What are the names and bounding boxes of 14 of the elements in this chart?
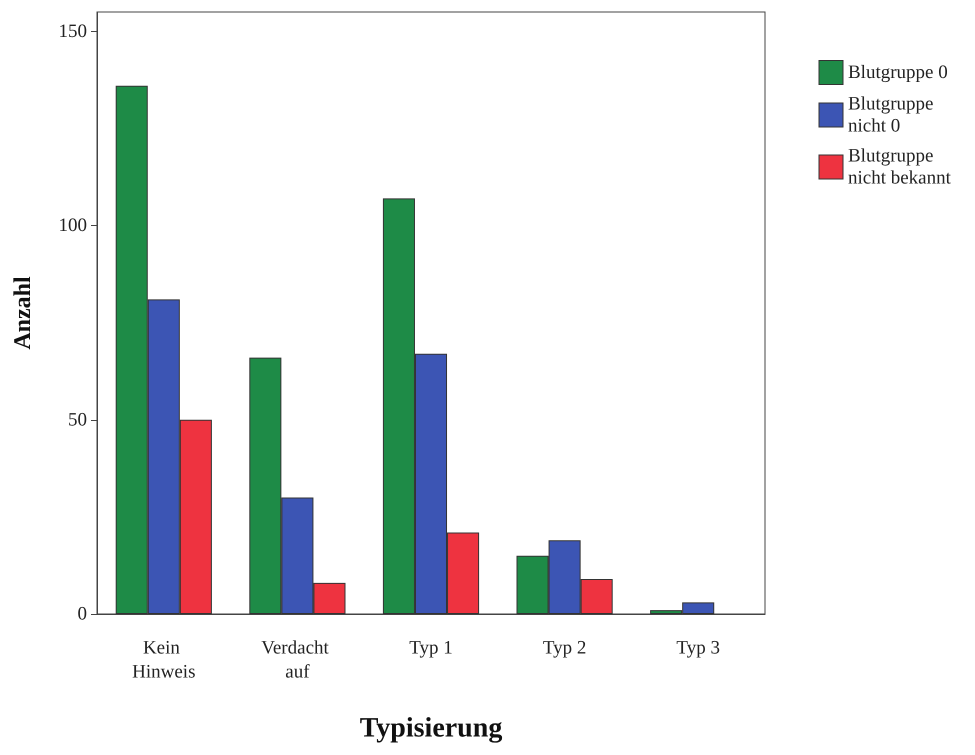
x-axis-title: Typisierung [360, 712, 502, 744]
y-axis-title: Anzahl [10, 276, 36, 350]
legend-label: Blutgruppe nicht bekannt [848, 146, 952, 188]
y-tick-label: 100 [58, 215, 87, 236]
x-tick-label: Typ 1 [409, 638, 453, 658]
x-tick-label: Typ 2 [542, 638, 586, 658]
y-tick-label: 50 [68, 409, 87, 430]
y-tick-label: 0 [78, 604, 87, 624]
x-tick-label: Kein Hinweis [132, 638, 196, 682]
x-tick-label: Verdacht auf [261, 638, 334, 682]
y-tick-label: 150 [58, 20, 87, 42]
legend-label: Blutgruppe 0 [848, 62, 948, 83]
x-tick-label: Typ 3 [676, 638, 720, 658]
legend-label: Blutgruppe nicht 0 [848, 94, 938, 136]
